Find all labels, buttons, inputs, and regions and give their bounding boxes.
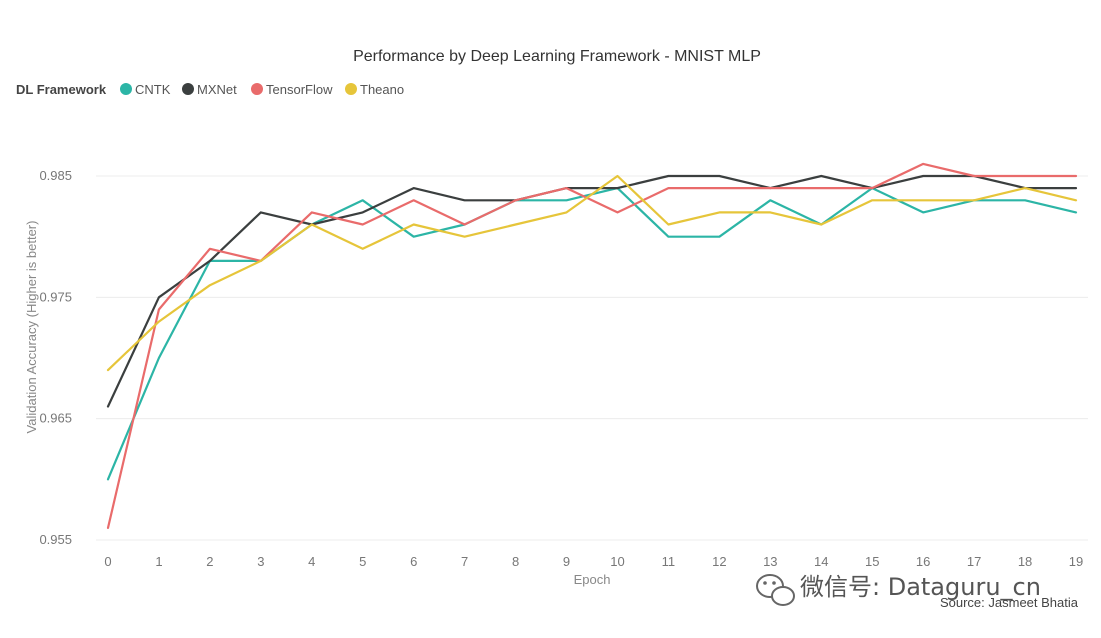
x-axis-label: Epoch [574,572,611,587]
legend-marker-tensorflow [251,83,263,95]
x-tick-label: 14 [814,554,828,569]
x-axis-ticks: 0 1 2 3 4 5 6 7 8 9 10 11 12 13 14 15 16 17 18 19 [104,554,1083,569]
x-tick-label: 9 [563,554,570,569]
legend-marker-cntk [120,83,132,95]
x-tick-label: 18 [1018,554,1032,569]
watermark: 微信号: Dataguru_cn [756,573,1041,606]
x-tick-label: 6 [410,554,417,569]
legend: DL Framework CNTK MXNet TensorFlow Theano [16,82,404,97]
x-tick-label: 10 [610,554,624,569]
x-tick-label: 15 [865,554,879,569]
y-tick-label: 0.985 [39,168,72,183]
x-tick-label: 13 [763,554,777,569]
x-tick-label: 3 [257,554,264,569]
chart-title: Performance by Deep Learning Framework -… [353,48,761,65]
series-line-mxnet [106,174,1078,408]
y-axis-label: Validation Accuracy (Higher is better) [24,221,39,434]
legend-label-theano: Theano [360,82,404,97]
x-tick-label: 12 [712,554,726,569]
legend-label-mxnet: MXNet [197,82,237,97]
x-tick-label: 4 [308,554,315,569]
legend-marker-mxnet [182,83,194,95]
x-tick-label: 11 [662,554,676,569]
x-tick-label: 7 [461,554,468,569]
gridlines [96,175,1088,541]
series-line-tensorflow [106,162,1078,530]
x-tick-label: 17 [967,554,981,569]
x-tick-label: 1 [155,554,162,569]
wechat-icon [756,574,795,606]
legend-marker-theano [345,83,357,95]
legend-label-cntk: CNTK [135,82,171,97]
y-axis-ticks: 0.955 0.965 0.975 0.985 [39,168,72,547]
y-tick-label: 0.965 [39,411,72,426]
x-tick-label: 0 [104,554,111,569]
series-group [106,162,1078,530]
x-tick-label: 16 [916,554,930,569]
x-tick-label: 8 [512,554,519,569]
watermark-text: 微信号: Dataguru_cn [800,573,1041,601]
y-tick-label: 0.955 [39,532,72,547]
legend-label-tensorflow: TensorFlow [266,82,333,97]
x-tick-label: 2 [206,554,213,569]
y-tick-label: 0.975 [39,289,72,304]
series-line-theano [106,174,1078,372]
x-tick-label: 19 [1069,554,1083,569]
legend-title: DL Framework [16,82,107,97]
x-tick-label: 5 [359,554,366,569]
series-line-cntk [106,187,1078,481]
source-note: Source: Jasmeet Bhatia [940,595,1079,610]
